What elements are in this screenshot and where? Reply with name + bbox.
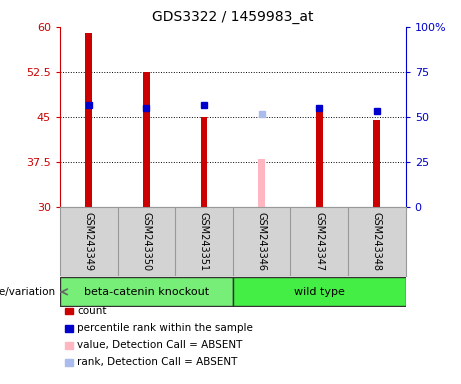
Text: GSM243348: GSM243348 <box>372 212 382 271</box>
Text: genotype/variation: genotype/variation <box>0 287 55 297</box>
Bar <box>85 33 92 207</box>
Text: count: count <box>77 306 107 316</box>
Bar <box>316 105 323 207</box>
Text: GSM243347: GSM243347 <box>314 212 324 271</box>
Text: GSM243351: GSM243351 <box>199 212 209 271</box>
Text: GSM243349: GSM243349 <box>84 212 94 271</box>
Text: GSM243350: GSM243350 <box>142 212 151 271</box>
Bar <box>143 72 150 207</box>
Text: percentile rank within the sample: percentile rank within the sample <box>77 323 254 333</box>
Text: beta-catenin knockout: beta-catenin knockout <box>84 287 209 297</box>
Bar <box>233 277 406 306</box>
Text: rank, Detection Call = ABSENT: rank, Detection Call = ABSENT <box>77 358 238 367</box>
Text: GSM243346: GSM243346 <box>257 212 266 271</box>
Title: GDS3322 / 1459983_at: GDS3322 / 1459983_at <box>152 10 313 25</box>
Bar <box>258 159 265 207</box>
Bar <box>373 120 380 207</box>
Text: value, Detection Call = ABSENT: value, Detection Call = ABSENT <box>77 340 243 350</box>
Bar <box>60 277 233 306</box>
Text: wild type: wild type <box>294 287 345 297</box>
Bar <box>201 117 207 207</box>
